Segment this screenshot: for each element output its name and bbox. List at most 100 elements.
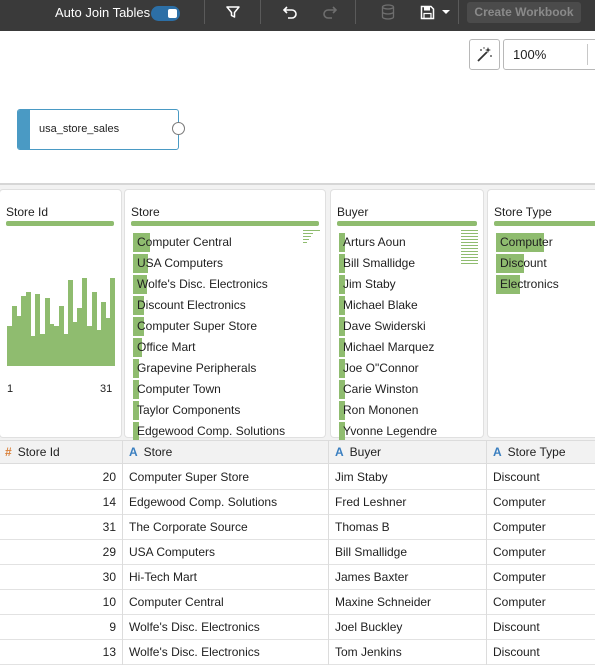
- redo-icon[interactable]: [320, 3, 340, 21]
- table-row[interactable]: 14 Edgewood Comp. Solutions Fred Leshner Co…: [0, 490, 595, 515]
- table-cell[interactable]: Computer: [493, 495, 546, 509]
- column-header-store-type[interactable]: A Store Type: [493, 445, 566, 459]
- save-icon[interactable]: [417, 3, 437, 21]
- table-cell[interactable]: The Corporate Source: [129, 520, 248, 534]
- profile-value-item[interactable]: Grapevine Peripherals: [133, 358, 285, 379]
- histogram-bar[interactable]: [26, 292, 31, 366]
- column-header-store[interactable]: A Store: [129, 445, 172, 459]
- profile-card-buyer[interactable]: Buyer Arturs Aoun Bill Smallidge Jim Staby…: [331, 190, 483, 441]
- histogram-bar[interactable]: [96, 330, 101, 366]
- histogram-bar[interactable]: [7, 326, 12, 366]
- table-cell[interactable]: Hi-Tech Mart: [129, 570, 198, 584]
- profile-value-item[interactable]: Taylor Components: [133, 400, 285, 421]
- histogram-bar[interactable]: [45, 298, 50, 366]
- histogram-bar[interactable]: [59, 306, 64, 366]
- profile-value-item[interactable]: Office Mart: [133, 337, 285, 358]
- histogram-bar[interactable]: [30, 336, 35, 366]
- profile-value-item[interactable]: Jim Staby: [339, 274, 437, 295]
- auto-arrange-button[interactable]: [469, 39, 500, 70]
- table-cell[interactable]: 13: [102, 645, 116, 659]
- profile-value-item[interactable]: Edgewood Comp. Solutions: [133, 421, 285, 442]
- table-cell[interactable]: 14: [102, 495, 116, 509]
- profile-value-item[interactable]: USA Computers: [133, 253, 285, 274]
- table-cell[interactable]: Fred Leshner: [335, 495, 407, 509]
- histogram-bar[interactable]: [106, 318, 111, 366]
- undo-icon[interactable]: [280, 3, 300, 21]
- join-port[interactable]: [172, 122, 185, 135]
- column-header-buyer[interactable]: A Buyer: [335, 445, 381, 459]
- chevron-down-icon[interactable]: [436, 3, 456, 21]
- table-cell[interactable]: Computer Super Store: [129, 470, 250, 484]
- database-icon[interactable]: [378, 3, 398, 21]
- table-cell[interactable]: Wolfe's Disc. Electronics: [129, 645, 260, 659]
- histogram-bar[interactable]: [68, 280, 73, 366]
- histogram-bar[interactable]: [40, 334, 45, 366]
- table-cell[interactable]: 20: [102, 470, 116, 484]
- store-id-histogram[interactable]: [7, 278, 115, 366]
- profile-value-item[interactable]: Computer Super Store: [133, 316, 285, 337]
- profile-value-item[interactable]: Wolfe's Disc. Electronics: [133, 274, 285, 295]
- diagram-canvas[interactable]: 100% usa_store_sales: [0, 31, 595, 183]
- profile-card-store[interactable]: Store Computer Central USA Computers Wolfe…: [125, 190, 325, 441]
- histogram-bar[interactable]: [82, 278, 87, 366]
- table-cell[interactable]: 9: [109, 620, 116, 634]
- table-row[interactable]: 31 The Corporate Source Thomas B Computer: [0, 515, 595, 540]
- profile-value-item[interactable]: Bill Smallidge: [339, 253, 437, 274]
- column-header-store-id[interactable]: # Store Id: [5, 445, 60, 459]
- profile-value-item[interactable]: Ron Mononen: [339, 400, 437, 421]
- table-cell[interactable]: Tom Jenkins: [335, 645, 402, 659]
- table-cell[interactable]: James Baxter: [335, 570, 409, 584]
- profile-value-item[interactable]: Carie Winston: [339, 379, 437, 400]
- profile-value-item[interactable]: Arturs Aoun: [339, 232, 437, 253]
- table-cell[interactable]: Discount: [493, 645, 540, 659]
- auto-join-toggle[interactable]: [151, 6, 180, 21]
- profile-value-item[interactable]: Computer Town: [133, 379, 285, 400]
- profile-value-item[interactable]: Electronics: [496, 274, 559, 295]
- profile-value-item[interactable]: Computer: [496, 232, 559, 253]
- profile-value-item[interactable]: Michael Marquez: [339, 337, 437, 358]
- table-cell[interactable]: Discount: [493, 620, 540, 634]
- table-cell[interactable]: 30: [102, 570, 116, 584]
- histogram-bar[interactable]: [73, 322, 78, 366]
- create-workbook-button[interactable]: Create Workbook: [467, 2, 581, 23]
- histogram-bar[interactable]: [16, 316, 21, 366]
- table-cell[interactable]: Bill Smallidge: [335, 545, 408, 559]
- table-cell[interactable]: 31: [102, 520, 116, 534]
- profile-value-item[interactable]: Joe O"Connor: [339, 358, 437, 379]
- table-node[interactable]: usa_store_sales: [17, 109, 185, 150]
- histogram-bar[interactable]: [21, 296, 26, 366]
- table-cell[interactable]: Jim Staby: [335, 470, 388, 484]
- table-cell[interactable]: Thomas B: [335, 520, 390, 534]
- histogram-bar[interactable]: [49, 324, 54, 366]
- pane-divider[interactable]: [0, 183, 595, 185]
- profile-value-item[interactable]: Yvonne Legendre: [339, 421, 437, 442]
- table-row[interactable]: 30 Hi-Tech Mart James Baxter Computer: [0, 565, 595, 590]
- table-cell[interactable]: Edgewood Comp. Solutions: [129, 495, 278, 509]
- zoom-level-field[interactable]: 100%: [503, 39, 595, 70]
- table-cell[interactable]: Wolfe's Disc. Electronics: [129, 620, 260, 634]
- table-cell[interactable]: 29: [102, 545, 116, 559]
- histogram-bar[interactable]: [77, 308, 82, 366]
- histogram-bar[interactable]: [63, 334, 68, 366]
- table-cell[interactable]: Discount: [493, 470, 540, 484]
- histogram-bar[interactable]: [87, 326, 92, 366]
- histogram-bar[interactable]: [101, 302, 106, 366]
- histogram-bar[interactable]: [54, 326, 59, 366]
- table-row[interactable]: 9 Wolfe's Disc. Electronics Joel Buckley Di…: [0, 615, 595, 640]
- profile-value-item[interactable]: Discount Electronics: [133, 295, 285, 316]
- profile-value-item[interactable]: Dave Swiderski: [339, 316, 437, 337]
- histogram-bar[interactable]: [92, 292, 97, 366]
- table-cell[interactable]: Computer: [493, 570, 546, 584]
- profile-value-item[interactable]: Discount: [496, 253, 559, 274]
- table-cell[interactable]: USA Computers: [129, 545, 216, 559]
- table-cell[interactable]: Computer: [493, 520, 546, 534]
- table-row[interactable]: 29 USA Computers Bill Smallidge Computer: [0, 540, 595, 565]
- profile-value-item[interactable]: Michael Blake: [339, 295, 437, 316]
- profile-card-store-id[interactable]: Store Id 1 31: [0, 190, 121, 437]
- table-cell[interactable]: Computer: [493, 595, 546, 609]
- histogram-bar[interactable]: [110, 278, 115, 366]
- table-row[interactable]: 13 Wolfe's Disc. Electronics Tom Jenkins Di…: [0, 640, 595, 665]
- table-cell[interactable]: 10: [102, 595, 116, 609]
- table-row[interactable]: 20 Computer Super Store Jim Staby Discount: [0, 465, 595, 490]
- profile-card-store-type[interactable]: Store Type Computer Discount Electronics: [488, 190, 595, 437]
